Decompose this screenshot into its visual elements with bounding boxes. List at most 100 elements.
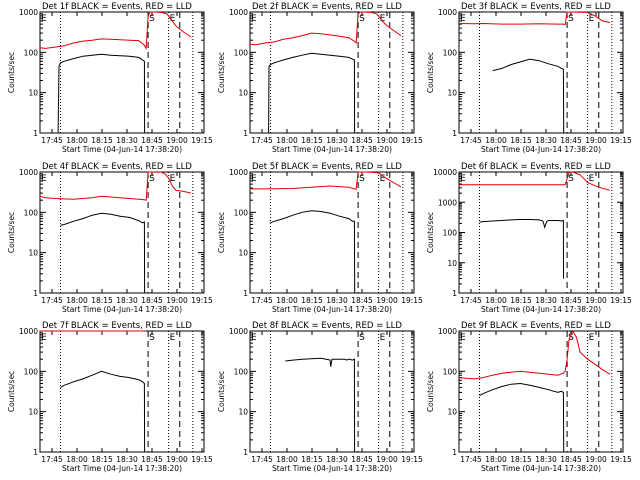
y-tick-label: 100 [443, 367, 458, 376]
marker-letter: E [41, 14, 47, 24]
x-tick-label: 18:30 [116, 136, 138, 145]
x-tick-label: 18:30 [116, 455, 138, 464]
x-tick-label: 18:00 [485, 136, 507, 145]
x-tick-label: 18:15 [301, 296, 323, 305]
panel-title: Det 9f BLACK = Events, RED = LLD [461, 321, 611, 331]
series-lld-line [458, 11, 611, 26]
x-tick-label: 19:15 [401, 296, 423, 305]
x-tick-label: 18:00 [485, 296, 507, 305]
x-tick-label: 17:45 [41, 455, 63, 464]
y-tick-label: 1000 [19, 8, 38, 17]
x-axis-label: Start Time (04-Jun-14 17:38:20) [481, 464, 601, 473]
series-lld-line [458, 329, 611, 380]
y-tick-label: 10 [238, 408, 248, 417]
marker-letter: S [149, 174, 155, 184]
y-tick-label: 100 [234, 48, 249, 57]
marker-letter: E [460, 333, 466, 343]
y-axis-label: Counts/sec [7, 212, 16, 253]
x-tick-label: 17:45 [460, 296, 482, 305]
y-tick-label: 1 [452, 289, 457, 298]
x-axis-label: Start Time (04-Jun-14 17:38:20) [62, 464, 182, 473]
x-tick-label: 17:45 [41, 296, 63, 305]
marker-letter: S [359, 174, 365, 184]
panel-title: Det 6f BLACK = Events, RED = LLD [461, 162, 611, 172]
plot-frame [458, 330, 624, 453]
y-tick-label: 100 [24, 208, 39, 217]
panel-title: Det 7f BLACK = Events, RED = LLD [42, 321, 192, 331]
panel-det-4: Det 4f BLACK = Events, RED = LLD 17:45 18:… [7, 162, 213, 314]
x-axis-label: Start Time (04-Jun-14 17:38:20) [481, 145, 601, 154]
panel-title: Det 8f BLACK = Events, RED = LLD [252, 321, 402, 331]
x-tick-label: 18:00 [66, 455, 88, 464]
x-tick-label: 18:00 [485, 455, 507, 464]
x-axis-label: Start Time (04-Jun-14 17:38:20) [272, 305, 392, 314]
series-lld-line [39, 11, 192, 51]
x-tick-label: 18:30 [535, 136, 557, 145]
series-lld-line [250, 171, 402, 190]
marker-letter: S [568, 174, 574, 184]
y-axis-label: Counts/sec [7, 52, 16, 93]
series-lld-line [249, 11, 402, 46]
x-tick-label: 17:45 [251, 136, 273, 145]
x-tick-label: 17:45 [251, 296, 273, 305]
marker-letter: E [380, 14, 386, 24]
plot-frame [458, 11, 624, 134]
y-tick-label: 1000 [229, 327, 248, 336]
marker-letter: E [589, 174, 595, 184]
x-tick-label: 18:45 [141, 296, 163, 305]
series-events-line [60, 212, 146, 294]
y-tick-label: 10 [238, 249, 248, 258]
y-axis-label: Counts/sec [426, 212, 435, 253]
x-tick-label: 19:15 [401, 455, 423, 464]
x-tick-label: 18:15 [91, 455, 113, 464]
marker-letter: E [589, 333, 595, 343]
x-tick-label: 19:00 [166, 136, 188, 145]
marker-letter: S [149, 14, 155, 24]
x-tick-label: 19:00 [585, 296, 607, 305]
panel-title: Det 1f BLACK = Events, RED = LLD [42, 2, 192, 12]
marker-letter: E [41, 174, 47, 184]
y-tick-label: 10 [28, 408, 38, 417]
x-tick-label: 18:00 [276, 136, 298, 145]
x-tick-label: 18:15 [91, 136, 113, 145]
y-axis-label: Counts/sec [7, 371, 16, 412]
y-tick-label: 100 [24, 48, 39, 57]
y-tick-label: 10 [238, 89, 248, 98]
x-tick-label: 19:15 [610, 136, 632, 145]
x-tick-label: 18:30 [535, 455, 557, 464]
series-events-line [285, 357, 356, 453]
x-tick-label: 19:00 [166, 296, 188, 305]
x-tick-label: 18:15 [510, 136, 532, 145]
panel-title: Det 2f BLACK = Events, RED = LLD [252, 2, 402, 12]
series-events-line [57, 53, 146, 134]
x-axis-label: Start Time (04-Jun-14 17:38:20) [62, 305, 182, 314]
panel-title: Det 4f BLACK = Events, RED = LLD [42, 162, 192, 172]
y-tick-label: 100 [234, 367, 249, 376]
marker-letter: E [41, 333, 47, 343]
y-tick-label: 1000 [229, 8, 248, 17]
x-tick-label: 18:00 [276, 455, 298, 464]
plot-frame [249, 11, 415, 134]
y-tick-label: 1 [452, 448, 457, 457]
marker-letter: E [251, 333, 257, 343]
x-tick-label: 18:45 [351, 136, 373, 145]
y-tick-label: 1000 [438, 198, 457, 207]
marker-letter: E [170, 14, 176, 24]
marker-letter: E [589, 14, 595, 24]
x-tick-label: 19:15 [610, 455, 632, 464]
marker-letter: E [460, 14, 466, 24]
x-tick-label: 19:15 [610, 296, 632, 305]
y-tick-label: 1 [243, 289, 248, 298]
x-tick-label: 17:45 [251, 455, 273, 464]
series-events-line [492, 58, 565, 134]
y-tick-label: 1 [33, 129, 38, 138]
panel-title: Det 3f BLACK = Events, RED = LLD [461, 2, 611, 12]
series-events-line [268, 52, 356, 134]
y-tick-label: 10 [447, 259, 457, 268]
x-tick-label: 18:30 [326, 455, 348, 464]
marker-letter: S [149, 333, 155, 343]
x-axis-label: Start Time (04-Jun-14 17:38:20) [62, 145, 182, 154]
